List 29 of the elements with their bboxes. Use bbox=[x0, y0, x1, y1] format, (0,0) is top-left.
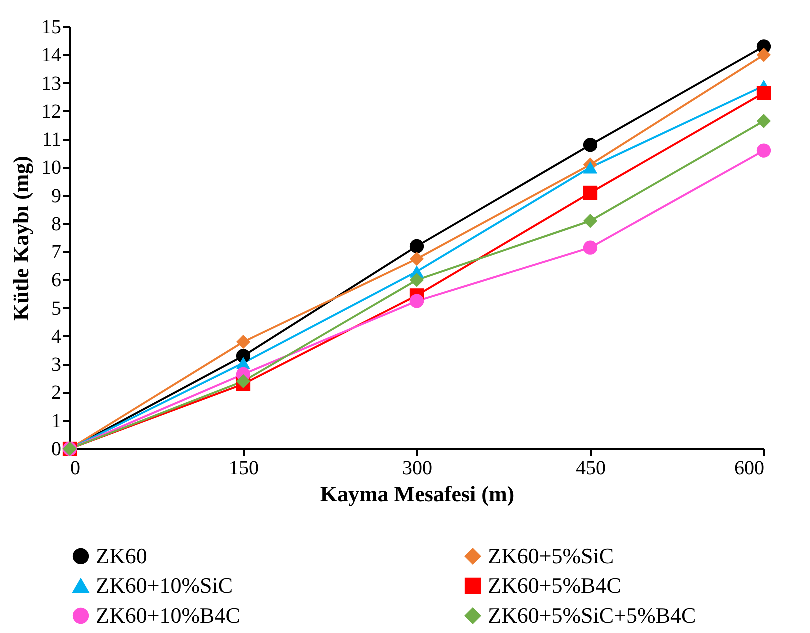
y-tick-label: 10 bbox=[42, 157, 62, 180]
y-tick-label: 2 bbox=[52, 382, 62, 404]
x-tick-label: 450 bbox=[576, 458, 606, 480]
x-tick-label: 600 bbox=[734, 458, 764, 480]
y-tick-label: 0 bbox=[52, 438, 62, 460]
x-tick-label: 0 bbox=[70, 458, 80, 480]
x-tick-label: 300 bbox=[402, 458, 432, 480]
legend-label: ZK60+5%SiC+5%B4C bbox=[488, 603, 696, 628]
y-tick-label: 11 bbox=[42, 129, 62, 152]
y-tick-label: 13 bbox=[42, 72, 62, 95]
y-tick-label: 5 bbox=[52, 298, 62, 320]
legend-label: ZK60+5%SiC bbox=[488, 543, 614, 568]
y-tick-label: 8 bbox=[52, 213, 62, 236]
x-axis-title: Kayma Mesafesi (m) bbox=[320, 482, 515, 506]
legend-label: ZK60+10%SiC bbox=[96, 573, 234, 598]
legend-label: ZK60+10%B4C bbox=[96, 603, 240, 628]
y-tick-label: 7 bbox=[52, 242, 62, 264]
y-tick-label: 9 bbox=[52, 185, 62, 208]
y-tick-label: 12 bbox=[42, 100, 62, 123]
legend-label: ZK60+5%B4C bbox=[488, 573, 622, 598]
y-tick-label: 1 bbox=[52, 410, 62, 432]
y-tick-label: 14 bbox=[42, 44, 62, 67]
x-tick-label: 150 bbox=[229, 458, 259, 480]
y-axis-title: Kütle Kaybı (mg) bbox=[8, 156, 34, 321]
y-tick-label: 3 bbox=[52, 354, 62, 376]
legend-label: ZK60 bbox=[96, 543, 148, 568]
y-tick-label: 6 bbox=[52, 270, 62, 292]
y-tick-label: 15 bbox=[42, 16, 62, 38]
y-tick-label: 4 bbox=[52, 326, 62, 348]
